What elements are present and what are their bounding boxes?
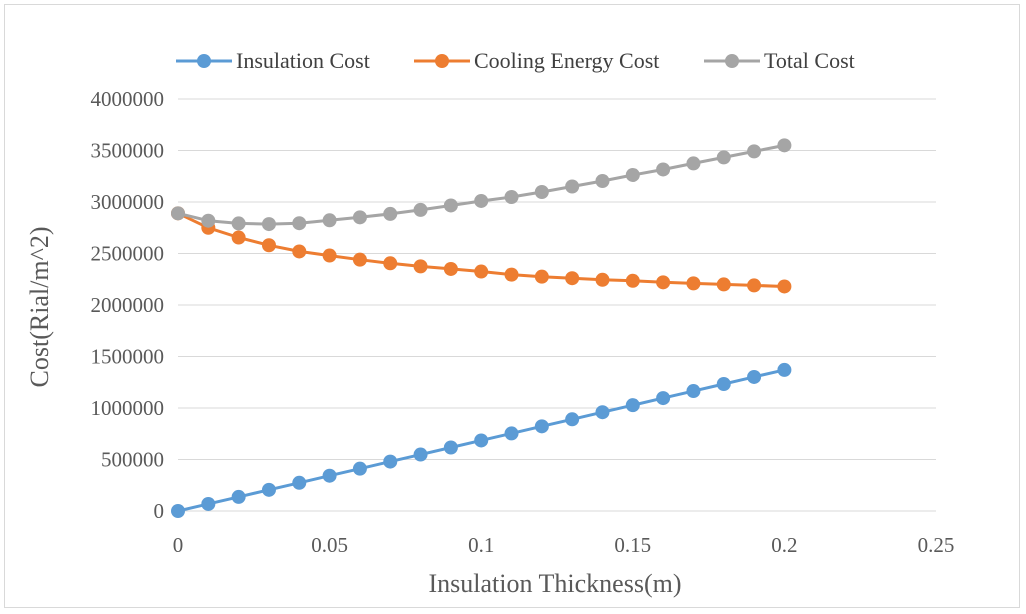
data-point [171,206,185,221]
data-point [261,482,276,497]
data-point [474,433,489,448]
legend-item: Total Cost [704,48,855,73]
data-point [443,261,458,276]
y-tick-labels: 0 500000 1000000 1500000 2000000 2500000 30000… [91,87,165,523]
data-point [292,475,307,490]
x-tick-label: 0.05 [311,533,348,557]
data-point [231,216,246,231]
legend-marker [197,54,211,68]
data-point [534,269,549,284]
x-axis-title: Insulation Thickness(m) [429,569,682,598]
data-point [625,273,640,288]
data-point [686,384,701,399]
data-point [595,272,610,287]
y-tick-label: 2000000 [91,293,165,317]
series-total-cost [171,138,792,232]
data-point [777,362,792,377]
data-point [656,275,671,290]
data-point [171,504,185,518]
y-tick-label: 2500000 [91,242,165,266]
data-point [292,244,307,259]
data-point [322,248,337,263]
x-tick-label: 0.25 [918,533,955,557]
data-point [595,173,610,188]
data-point [292,216,307,231]
data-point [504,267,519,282]
legend-marker [435,54,449,68]
data-point [747,144,762,159]
data-point [231,230,246,245]
data-point [565,179,580,194]
data-point [352,210,367,225]
data-point [474,193,489,208]
data-point [201,213,216,228]
data-point [747,369,762,384]
data-series [171,138,792,518]
data-point [716,150,731,165]
data-point [777,138,792,153]
x-tick-labels: 0 0.05 0.1 0.15 0.2 0.25 [173,533,955,557]
x-tick-label: 0 [173,533,184,557]
data-point [595,405,610,420]
legend-item: Cooling Energy Cost [414,48,659,73]
y-tick-label: 3500000 [91,139,165,163]
legend: Insulation Cost Cooling Energy Cost Total … [176,48,855,73]
gridlines [178,98,936,460]
legend-label: Total Cost [764,48,855,73]
data-point [534,185,549,200]
data-point [413,202,428,217]
data-point [747,278,762,293]
data-point [686,156,701,171]
data-point [656,391,671,406]
data-point [383,454,398,469]
data-point [625,398,640,413]
y-tick-label: 4000000 [91,87,165,111]
data-point [261,217,276,232]
data-point [201,496,216,511]
data-point [625,167,640,182]
y-tick-label: 1500000 [91,345,165,369]
data-point [383,206,398,221]
y-tick-label: 3000000 [91,190,165,214]
y-axis-title: Cost(Rial/m^2) [25,227,54,388]
data-point [352,461,367,476]
y-tick-label: 0 [154,499,165,523]
data-point [504,190,519,205]
data-point [261,238,276,253]
data-point [231,489,246,504]
data-point [443,440,458,455]
x-tick-label: 0.15 [614,533,651,557]
x-tick-label: 0.2 [771,533,797,557]
series-insulation-cost [171,362,792,518]
legend-label: Cooling Energy Cost [474,48,659,73]
data-point [352,252,367,267]
data-point [534,419,549,434]
data-point [383,256,398,271]
data-point [504,426,519,441]
data-point [413,259,428,274]
legend-marker [725,54,739,68]
data-point [565,412,580,427]
data-point [716,377,731,392]
data-point [686,276,701,291]
data-point [443,198,458,213]
data-point [322,213,337,228]
y-tick-label: 500000 [101,448,164,472]
data-point [656,162,671,177]
data-point [565,271,580,286]
data-point [474,264,489,279]
data-point [322,468,337,483]
data-point [413,447,428,462]
legend-item: Insulation Cost [176,48,370,73]
data-point [777,279,792,294]
x-tick-label: 0.1 [468,533,494,557]
y-tick-label: 1000000 [91,396,165,420]
data-point [716,277,731,292]
legend-label: Insulation Cost [236,48,370,73]
